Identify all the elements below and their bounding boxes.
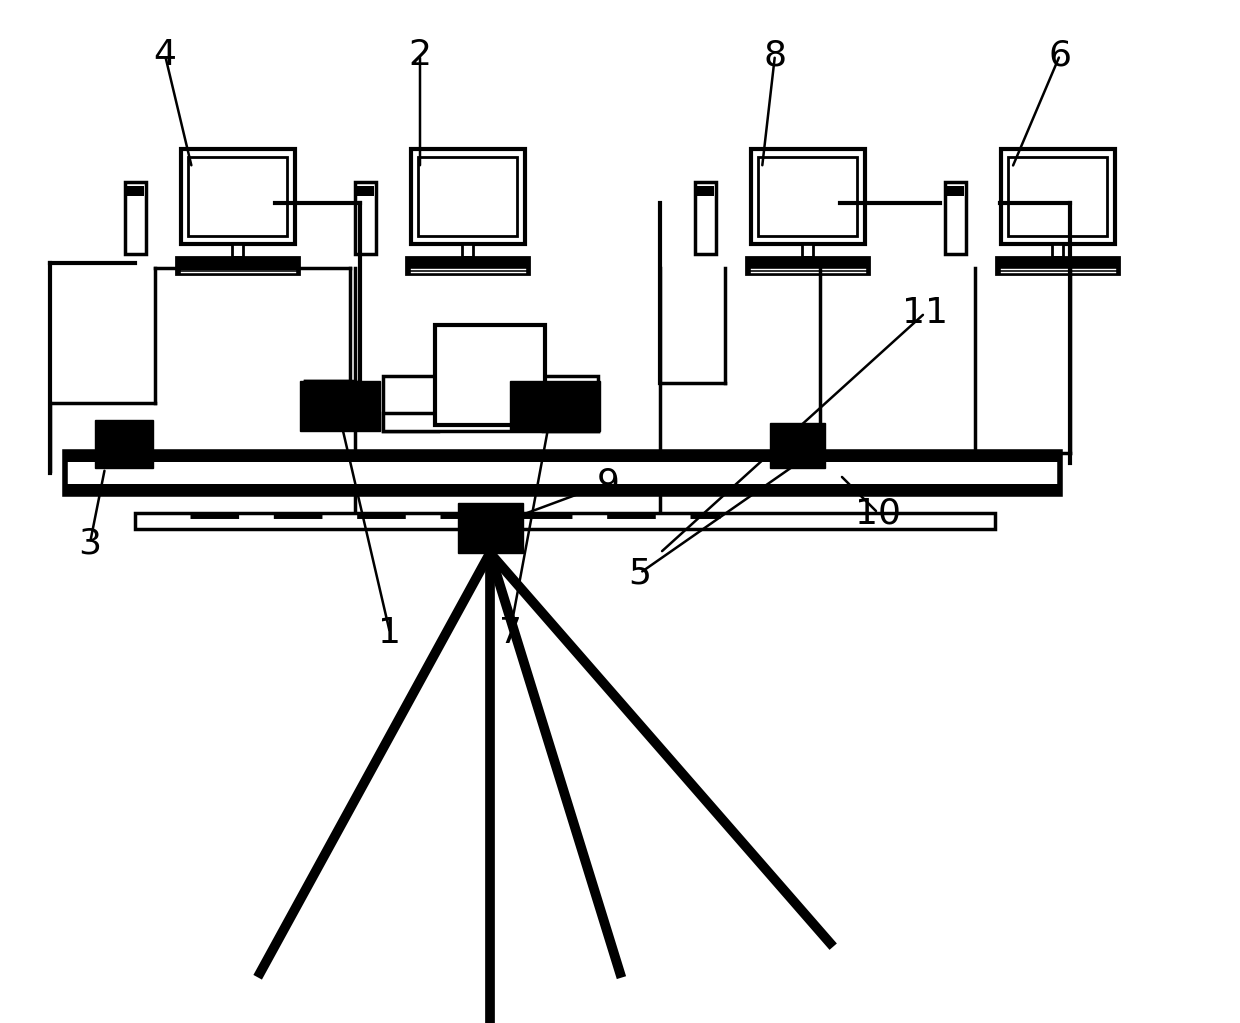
Bar — [1052, 244, 1063, 258]
Text: 3: 3 — [78, 526, 102, 560]
Bar — [64, 484, 1060, 494]
Bar — [300, 381, 379, 431]
Bar — [356, 182, 376, 254]
Bar — [64, 452, 1060, 494]
Bar — [758, 157, 857, 236]
Text: 11: 11 — [901, 296, 949, 330]
Bar — [382, 376, 438, 431]
Bar — [510, 381, 600, 431]
Bar — [188, 157, 286, 236]
Text: 1: 1 — [378, 616, 402, 650]
Bar — [382, 413, 598, 431]
Bar — [750, 149, 864, 244]
Bar — [95, 420, 153, 468]
Text: 9: 9 — [596, 466, 620, 500]
Bar — [435, 325, 546, 425]
Bar — [802, 244, 813, 258]
Bar — [405, 258, 529, 274]
Bar — [458, 503, 522, 553]
Text: 4: 4 — [154, 38, 176, 72]
Bar — [1001, 149, 1115, 244]
Text: 2: 2 — [408, 38, 432, 72]
Text: 6: 6 — [1049, 38, 1071, 72]
Bar — [418, 157, 517, 236]
Bar — [945, 182, 966, 254]
Bar — [128, 186, 144, 195]
Bar — [996, 258, 1120, 274]
Text: 8: 8 — [764, 38, 786, 72]
Bar — [181, 149, 295, 244]
Bar — [461, 244, 474, 258]
Bar — [770, 422, 825, 468]
Bar — [176, 258, 299, 274]
Text: 7: 7 — [498, 616, 522, 650]
Bar — [947, 186, 965, 195]
Bar — [1008, 157, 1107, 236]
Bar — [232, 244, 243, 258]
Bar — [543, 376, 598, 431]
Bar — [745, 258, 869, 274]
Bar — [696, 182, 717, 254]
Bar — [64, 452, 1060, 462]
Bar — [125, 182, 146, 254]
Bar — [410, 149, 525, 244]
Bar — [697, 186, 714, 195]
Text: 10: 10 — [856, 496, 901, 530]
Bar — [135, 513, 994, 529]
Text: 5: 5 — [629, 555, 651, 590]
Bar — [357, 186, 374, 195]
